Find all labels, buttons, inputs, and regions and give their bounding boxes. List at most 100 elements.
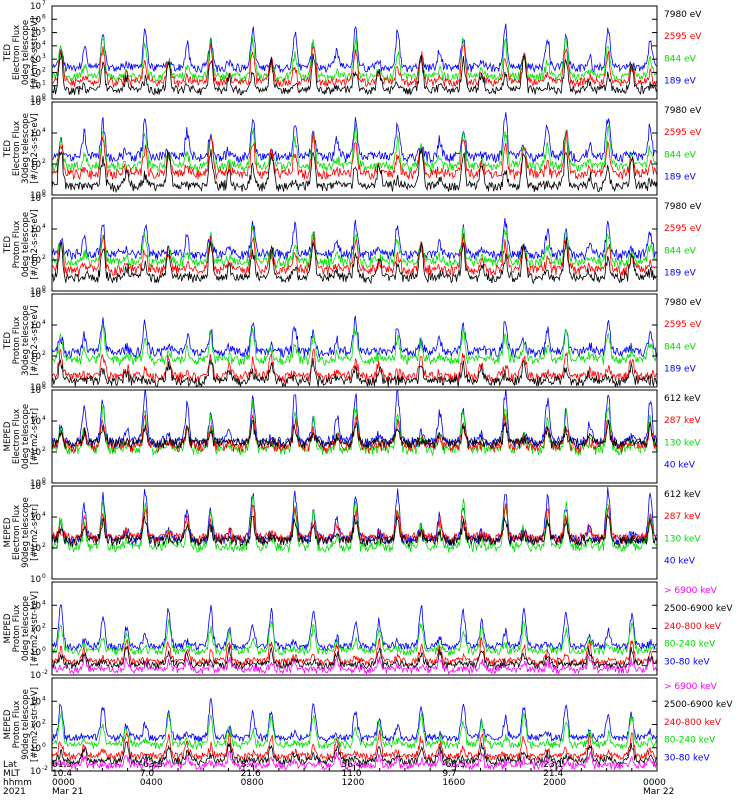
y-tick-label: 10 — [30, 98, 41, 108]
legend-entry: > 6900 keV — [664, 586, 718, 596]
y-tick-exponent: 4 — [42, 223, 46, 230]
y-tick-exponent: 3 — [42, 53, 46, 60]
y-tick-exponent: 4 — [42, 40, 46, 47]
y-axis-label-line: Proton Flux — [12, 701, 22, 749]
y-axis-label-line: [#/cm2-s-str-keV] — [30, 591, 40, 666]
y-tick-label: 10 — [30, 544, 41, 554]
legend-entry: 7980 eV — [664, 202, 702, 212]
panel-7-data — [52, 604, 657, 675]
time-axis-mlt-value: 9.7 — [442, 769, 456, 779]
y-tick-label: 10 — [30, 191, 41, 201]
legend-entry: 2595 eV — [664, 32, 702, 42]
legend-entry: 80-240 keV — [664, 736, 716, 746]
y-axis-label-line: MEPED — [3, 709, 13, 739]
y-tick-label: 10 — [30, 767, 41, 777]
y-tick-label: 10 — [30, 648, 41, 658]
y-axis-label-line: Electron Flux — [12, 505, 22, 560]
y-axis-label-line: MEPED — [3, 421, 13, 451]
y-tick-exponent: 0 — [42, 381, 46, 388]
y-tick-label: 10 — [30, 82, 41, 92]
series-line-844-ev — [52, 225, 657, 269]
y-axis-label-line: [#/cm2-s-str] — [30, 504, 40, 561]
y-tick-label: 10 — [30, 160, 41, 170]
legend-entry: 30-80 keV — [664, 754, 710, 764]
legend-entry: 40 keV — [664, 460, 696, 470]
panel-1-data — [52, 23, 657, 96]
time-axis-row-label: Lat — [3, 760, 18, 770]
time-axis-lat-value: 56.4 — [342, 760, 362, 770]
series-line-2595-ev — [52, 233, 657, 277]
y-tick-exponent: 2 — [42, 719, 46, 726]
time-axis-lat-value: 61.5 — [52, 760, 72, 770]
y-tick-label: 10 — [30, 479, 41, 489]
legend-entry: 130 keV — [664, 438, 701, 448]
y-tick-label: 10 — [30, 68, 41, 78]
time-axis-mlt-value: 7.0 — [140, 769, 155, 779]
y-tick-exponent: 6 — [42, 288, 46, 295]
y-axis-label-line: 0deg telescope — [21, 20, 31, 85]
y-tick-label: 10 — [30, 671, 41, 681]
time-axis-hhmm-value: 2000 — [543, 778, 566, 788]
legend-entry: 189 eV — [664, 172, 697, 182]
y-tick-exponent: 2 — [42, 66, 46, 73]
y-tick-exponent: 1 — [42, 80, 46, 87]
panel-frame — [51, 197, 658, 292]
time-axis-mlt-value: 10.4 — [52, 769, 72, 779]
y-tick-exponent: 2 — [42, 542, 46, 549]
y-tick-exponent: 2 — [42, 623, 46, 630]
y-tick-label: 10 — [30, 287, 41, 297]
time-axis-lat-value: 3.7 — [241, 760, 255, 770]
y-axis-label-line: Proton Flux — [12, 221, 22, 269]
series-line-80-240-kev — [52, 711, 657, 751]
legend-entry: 2595 eV — [664, 224, 702, 234]
legend-entry: 612 keV — [664, 394, 701, 404]
panel-frame — [51, 293, 658, 388]
series-line-240-800-kev — [52, 730, 657, 762]
y-tick-exponent: 6 — [42, 13, 46, 20]
panel-2-data — [52, 112, 657, 193]
series-line-844-ev — [52, 122, 657, 174]
legend-entry: 30-80 keV — [664, 658, 710, 668]
y-tick-exponent: 4 — [42, 415, 46, 422]
y-tick-label: 10 — [30, 697, 41, 707]
panel-frame — [51, 5, 658, 100]
series-line-240-800-kev — [52, 637, 657, 667]
series-line-2500-6900-kev — [52, 740, 657, 767]
y-tick-label: 10 — [30, 601, 41, 611]
y-axis-label-line: 90deg telescope — [21, 497, 31, 568]
time-axis-mlt-value: 11.0 — [342, 769, 362, 779]
panel-6-data — [52, 487, 657, 554]
y-tick-exponent: 6 — [42, 96, 46, 103]
y-tick-label: 10 — [30, 29, 41, 39]
time-axis-lat-value: -63.5 — [140, 760, 163, 770]
series-line-130-kev — [52, 495, 657, 554]
legend-entry: 2500-6900 keV — [664, 700, 733, 710]
y-tick-label: 10 — [30, 482, 41, 492]
y-axis-label-line: [#/cm2-s-str-eV] — [30, 113, 40, 183]
time-axis-lat-value: -66.5 — [442, 760, 465, 770]
y-tick-exponent: 0 — [42, 189, 46, 196]
y-tick-exponent: 7 — [42, 0, 46, 7]
y-axis-label-line: 30deg telescope — [21, 113, 31, 184]
y-tick-exponent: 4 — [42, 127, 46, 134]
legend-entry: 612 keV — [664, 490, 701, 500]
y-tick-label: 10 — [30, 15, 41, 25]
y-axis-label-line: [#/cm2-s-str-eV] — [30, 17, 40, 87]
y-tick-label: 10 — [30, 95, 41, 105]
y-axis-label-line: 0deg telescope — [21, 596, 31, 661]
legend-entry: 80-240 keV — [664, 640, 716, 650]
time-axis-hhmm-value: 1200 — [342, 778, 365, 788]
y-tick-label: 10 — [30, 721, 41, 731]
legend-entry: 189 eV — [664, 364, 697, 374]
time-axis-row-label: MLT — [3, 769, 21, 779]
series-line-612-kev — [52, 513, 657, 548]
y-tick-label: 10 — [30, 386, 41, 396]
series-line-844-ev — [52, 324, 657, 367]
y-tick-label: 10 — [30, 42, 41, 52]
panel-4-data — [52, 315, 657, 387]
